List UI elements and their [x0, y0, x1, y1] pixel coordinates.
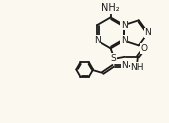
- Text: N: N: [121, 36, 127, 45]
- Text: N: N: [144, 28, 151, 37]
- Text: N: N: [122, 61, 128, 70]
- Text: NH₂: NH₂: [101, 3, 120, 13]
- Text: N: N: [94, 36, 101, 45]
- Text: S: S: [110, 54, 116, 63]
- Text: O: O: [141, 44, 148, 53]
- Text: NH: NH: [130, 63, 144, 72]
- Text: N: N: [121, 21, 127, 30]
